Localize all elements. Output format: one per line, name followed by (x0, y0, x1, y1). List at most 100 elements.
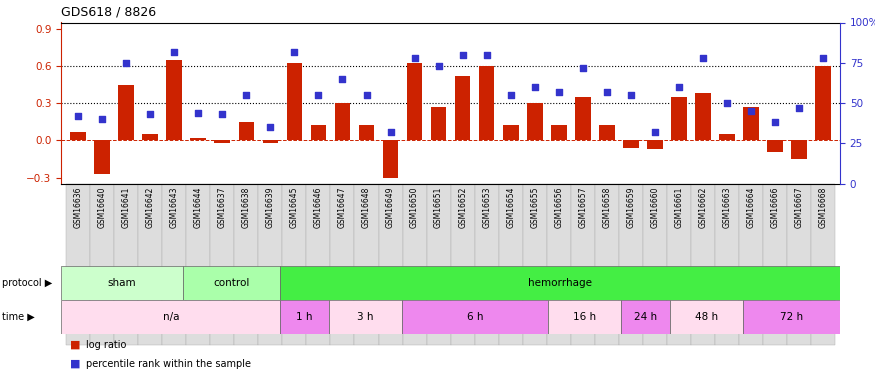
Point (144, 111, 158, 117)
Bar (234, 184, 258, 345)
Point (768, 120, 782, 126)
Text: GDS618 / 8826: GDS618 / 8826 (61, 6, 157, 19)
Bar (407, 63, 423, 140)
Bar (551, 126, 567, 140)
Bar (595, 184, 619, 345)
Point (816, 55, 830, 61)
Text: percentile rank within the sample: percentile rank within the sample (86, 359, 251, 369)
Text: 48 h: 48 h (695, 312, 717, 322)
Bar (114, 184, 138, 345)
Bar (331, 184, 354, 345)
Bar (359, 126, 374, 140)
Bar (451, 184, 474, 345)
Point (240, 92, 254, 98)
Bar (143, 134, 158, 140)
Text: 3 h: 3 h (357, 312, 374, 322)
Bar (283, 184, 306, 345)
Bar (70, 132, 86, 140)
Bar (669, 300, 743, 334)
Bar (621, 300, 669, 334)
Bar (280, 300, 329, 334)
Bar (474, 184, 499, 345)
Bar (329, 300, 402, 334)
Bar (743, 107, 759, 140)
Point (744, 108, 758, 114)
Point (672, 84, 686, 90)
Bar (788, 184, 811, 345)
Bar (214, 140, 230, 143)
Bar (186, 184, 210, 345)
Bar (619, 184, 643, 345)
Bar (671, 97, 687, 140)
Point (287, 48, 301, 54)
Point (720, 100, 734, 106)
Bar (287, 63, 302, 140)
Text: 16 h: 16 h (573, 312, 596, 322)
Bar (527, 103, 542, 140)
Text: ■: ■ (70, 359, 84, 369)
Bar (695, 93, 710, 140)
Bar (575, 97, 591, 140)
Bar (311, 126, 326, 140)
Bar (334, 103, 350, 140)
Point (335, 76, 349, 82)
Bar (643, 184, 667, 345)
Bar (427, 184, 451, 345)
Bar (548, 300, 621, 334)
Point (504, 92, 518, 98)
Bar (763, 184, 788, 345)
Bar (280, 266, 840, 300)
Point (576, 64, 590, 70)
Bar (455, 76, 471, 140)
Bar (66, 184, 90, 345)
Bar (522, 184, 547, 345)
Bar (258, 184, 283, 345)
Point (431, 63, 445, 69)
Bar (430, 107, 446, 140)
Point (383, 129, 397, 135)
Bar (379, 184, 402, 345)
Point (167, 48, 181, 54)
Bar (503, 126, 519, 140)
Bar (306, 184, 331, 345)
Bar (382, 140, 398, 177)
Text: log ratio: log ratio (86, 340, 126, 350)
Text: sham: sham (108, 278, 136, 288)
Bar (94, 140, 110, 174)
Bar (239, 122, 254, 140)
Text: protocol ▶: protocol ▶ (2, 278, 52, 288)
Bar (691, 184, 715, 345)
Bar (162, 184, 186, 345)
Point (119, 60, 133, 66)
Bar (61, 300, 280, 334)
Bar (547, 184, 570, 345)
Bar (739, 184, 763, 345)
Bar (354, 184, 379, 345)
Bar (667, 184, 691, 345)
Bar (811, 184, 836, 345)
Bar (191, 138, 206, 140)
Text: control: control (214, 278, 249, 288)
Point (648, 129, 662, 135)
Point (528, 84, 542, 90)
Bar (166, 60, 182, 140)
Point (95, 116, 109, 122)
Point (360, 92, 374, 98)
Point (71, 113, 85, 119)
Bar (183, 266, 280, 300)
Bar (61, 266, 183, 300)
Point (408, 55, 422, 61)
Text: 6 h: 6 h (466, 312, 483, 322)
Bar (623, 140, 639, 148)
Bar (648, 140, 662, 149)
Bar (138, 184, 162, 345)
Bar (719, 134, 735, 140)
Point (263, 124, 277, 130)
Bar (816, 66, 831, 140)
Point (624, 92, 638, 98)
Bar (210, 184, 235, 345)
Point (480, 52, 494, 58)
Bar (715, 184, 739, 345)
Point (552, 89, 566, 95)
Point (456, 52, 470, 58)
